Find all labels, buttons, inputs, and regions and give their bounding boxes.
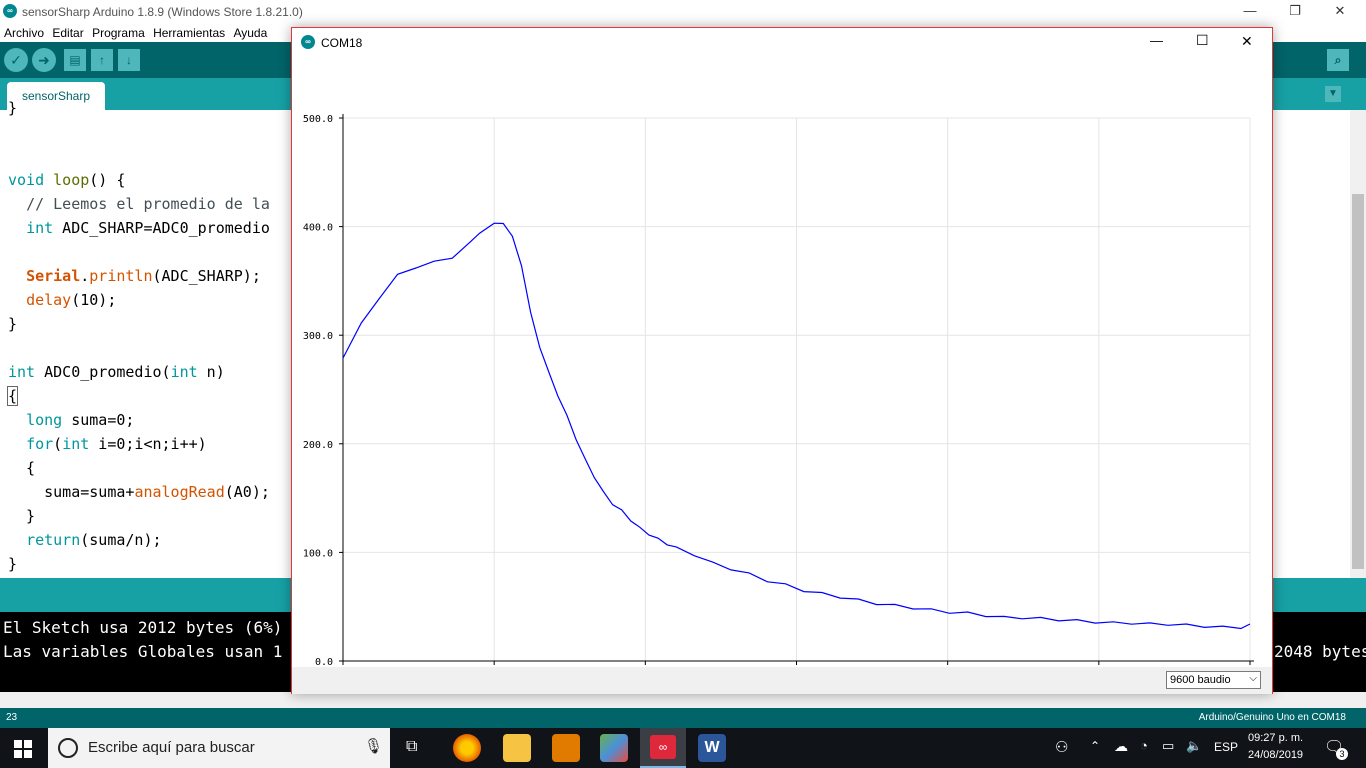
plot-area: 23432426250925922675275828410.0100.0200.… [292,56,1272,679]
git-icon[interactable] [600,734,628,762]
menu-herramientas[interactable]: Herramientas [153,26,226,40]
wifi-icon[interactable]: ◔ [1140,738,1148,753]
windows-start-icon[interactable] [14,740,32,758]
taskbar-search-box[interactable]: Escribe aquí para buscar 🎙 [48,728,390,768]
console-horizontal-scrollbar[interactable] [0,692,1366,708]
word-icon[interactable]: W [698,734,726,762]
search-placeholder: Escribe aquí para buscar [88,739,255,756]
board-port-status: Arduino/Genuino Uno en COM18 [1198,712,1346,723]
window-title: sensorSharp Arduino 1.8.9 (Windows Store… [22,5,303,19]
restore-icon[interactable]: ❐ [1289,3,1301,18]
ide-titlebar: ∞ sensorSharp Arduino 1.8.9 (Windows Sto… [0,0,1366,24]
code-line: } [8,315,18,333]
power-icon[interactable]: ▭ [1162,738,1175,753]
console-line: El Sketch usa 2012 bytes (6%) [3,618,283,637]
serial-monitor-button[interactable]: ⌕ [1327,49,1349,71]
notification-count-badge: 3 [1336,748,1348,760]
chevron-down-icon: ⌵ [1249,673,1257,684]
code-line: } [8,507,36,525]
chevron-up-icon[interactable]: ⌃ [1090,739,1101,753]
close-icon[interactable]: ✕ [1241,33,1253,49]
menu-editar[interactable]: Editar [52,26,84,40]
people-icon[interactable]: ⚇ [1055,739,1069,756]
code-line: } [8,555,18,573]
windows-taskbar: Escribe aquí para buscar 🎙 ⧉ ∞ W ⚇ ⌃ ☁ ◔… [0,728,1366,768]
microphone-icon[interactable]: 🎙 [364,738,384,755]
serial-plot-chart: 23432426250925922675275828410.0100.0200.… [303,114,1262,679]
editor-scrollbar-thumb[interactable] [1352,194,1364,569]
clock-time[interactable]: 09:27 p. m. [1248,732,1304,744]
code-line: suma=suma+analogRead(A0); [8,483,270,501]
sublime-text-icon[interactable] [552,734,580,762]
arduino-logo-icon: ∞ [3,4,17,18]
code-line: void loop() { [8,171,126,189]
new-sketch-button[interactable]: ▤ [64,49,86,71]
search-icon [58,738,78,758]
baud-rate-select[interactable]: 9600 baudio ⌵ [1166,671,1261,689]
plotter-title: COM18 [321,36,363,50]
open-sketch-button[interactable]: ↑ [91,49,113,71]
menu-programa[interactable]: Programa [92,26,145,40]
task-view-icon[interactable]: ⧉ [406,738,418,755]
menu-archivo[interactable]: Archivo [4,26,45,40]
minimize-icon[interactable]: — [1243,3,1257,18]
verify-button[interactable]: ✓ [4,48,28,72]
code-line: for(int i=0;i<n;i++) [26,435,207,453]
clock-date[interactable]: 24/08/2019 [1248,749,1304,761]
tab-sensorsharp[interactable]: sensorSharp [7,82,105,110]
y-tick-label: 400.0 [303,223,333,234]
arduino-logo-icon: ∞ [301,35,315,49]
code-line: { [8,459,36,477]
code-line: // Leemos el promedio de la [26,195,270,213]
plotter-bottom-bar: 9600 baudio ⌵ [292,667,1272,694]
upload-button[interactable]: ➜ [32,48,56,72]
y-tick-label: 0.0 [315,657,333,667]
arduino-taskbar-button[interactable]: ∞ [640,728,686,768]
arduino-icon: ∞ [650,735,676,759]
code-line: long suma=0; [26,411,135,429]
y-tick-label: 100.0 [303,548,333,559]
code-line: delay(10); [26,291,117,309]
series-line [342,222,1251,630]
maximize-icon[interactable]: ☐ [1196,32,1209,48]
plotter-titlebar: ∞ COM18 — ☐ ✕ [292,28,1272,56]
minimize-icon[interactable]: — [1150,33,1163,48]
onedrive-icon[interactable]: ☁ [1114,738,1128,754]
code-line: int ADC0_promedio(int n) [8,363,225,381]
tab-menu-dropdown-icon[interactable]: ▼ [1325,86,1341,102]
y-tick-label: 300.0 [303,331,333,342]
serial-plotter-window: ∞ COM18 — ☐ ✕ 23432426250925922675275828… [291,27,1273,694]
console-line-fragment: 2048 bytes [1274,642,1366,661]
line-number: 23 [6,712,18,723]
close-icon[interactable]: ✕ [1334,3,1346,18]
code-line: int ADC_SHARP=ADC0_promedio [26,219,270,237]
code-line: Serial.println(ADC_SHARP); [26,267,261,285]
input-language[interactable]: ESP [1214,740,1239,754]
volume-icon[interactable]: 🔈 [1186,738,1203,753]
y-tick-label: 200.0 [303,440,333,451]
save-sketch-button[interactable]: ↓ [118,49,140,71]
firefox-icon[interactable] [453,734,481,762]
editor-scrollbar[interactable] [1350,110,1366,578]
console-line: Las variables Globales usan 1 [3,642,283,661]
code-line: return(suma/n); [26,531,162,549]
bottom-status-bar: 23 Arduino/Genuino Uno en COM18 [0,708,1366,728]
file-explorer-icon[interactable] [503,734,531,762]
y-tick-label: 500.0 [303,114,333,125]
code-line: } [8,99,18,117]
menu-ayuda[interactable]: Ayuda [233,26,268,40]
code-line: { [6,386,19,406]
baud-rate-value: 9600 baudio [1170,674,1231,686]
